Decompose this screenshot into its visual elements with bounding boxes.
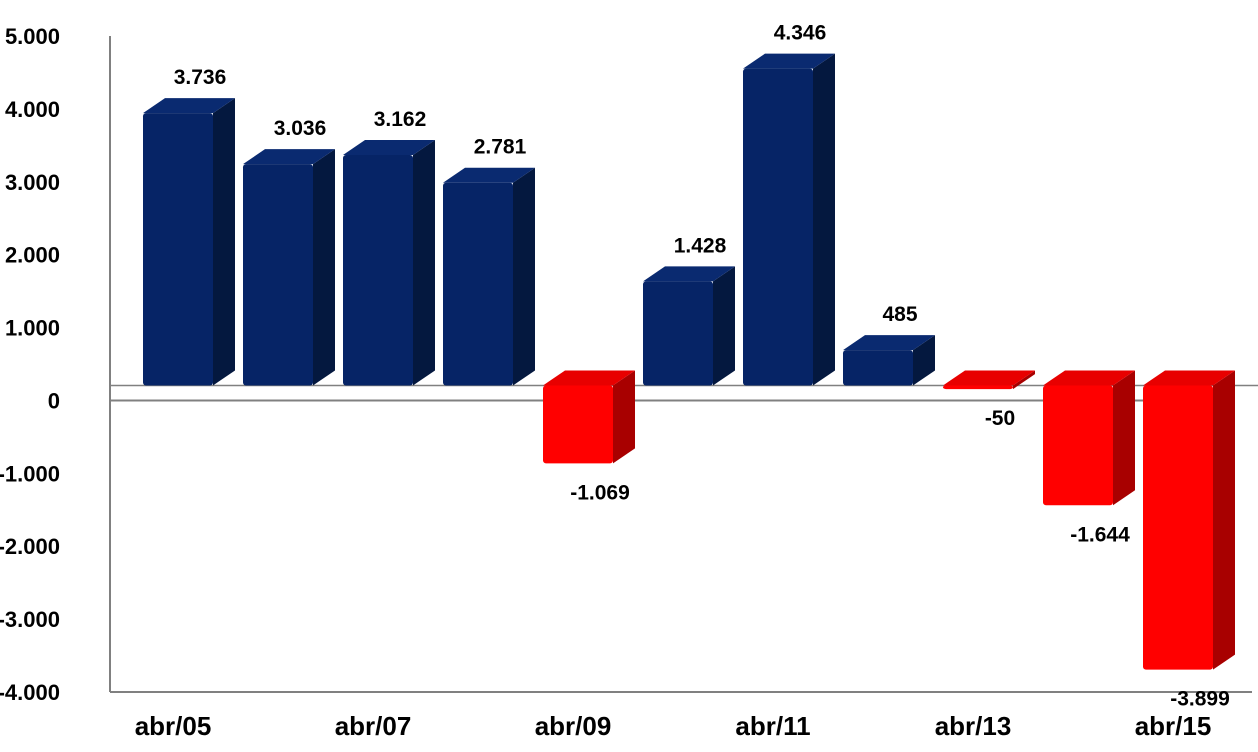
bar-side-face <box>1113 370 1135 506</box>
y-tick-label: 0 <box>48 388 60 413</box>
bar-front-face <box>443 182 513 386</box>
bar-value-label: 3.162 <box>374 108 427 131</box>
bar <box>143 98 235 386</box>
bar-side-face <box>713 266 735 386</box>
bar-front-face <box>243 164 313 386</box>
bar <box>243 149 335 386</box>
x-tick-label: abr/13 <box>935 711 1012 741</box>
bar-front-face <box>343 154 413 386</box>
bar-top-face <box>1143 370 1235 386</box>
bar-side-face <box>413 139 435 386</box>
bar-value-label: -50 <box>985 407 1015 430</box>
bar-value-label: 3.736 <box>174 66 227 89</box>
y-tick-label: -3.000 <box>0 607 60 632</box>
x-tick-label: abr/07 <box>335 711 412 741</box>
y-tick-label: 2.000 <box>5 243 60 268</box>
bar-front-face <box>143 113 213 386</box>
bar-top-face <box>843 335 935 351</box>
bar-side-face <box>313 149 335 386</box>
bar-value-label: 4.346 <box>774 22 827 45</box>
bar-value-label: 1.428 <box>674 234 727 257</box>
x-tick-label: abr/11 <box>735 711 810 741</box>
bar-value-label: -1.069 <box>570 481 630 504</box>
y-tick-label: 1.000 <box>5 316 60 341</box>
x-tick-label: abr/15 <box>1135 711 1212 741</box>
bar-front-face <box>643 281 713 386</box>
y-tick-label: -1.000 <box>0 461 60 486</box>
bar-top-face <box>543 370 635 386</box>
bar-side-face <box>613 370 635 464</box>
bar-top-face <box>943 370 1035 386</box>
bar-value-label: 3.036 <box>274 117 327 140</box>
bar <box>843 335 935 386</box>
bar-top-face <box>743 53 835 69</box>
bar <box>1043 370 1135 506</box>
bar-front-face <box>743 68 813 386</box>
y-tick-label: -4.000 <box>0 680 60 705</box>
y-tick-label: 4.000 <box>5 97 60 122</box>
bars-layer <box>143 53 1235 670</box>
bar-front-face <box>543 385 613 464</box>
bar-front-face <box>1043 385 1113 506</box>
bar <box>343 139 435 386</box>
bar-front-face <box>843 350 913 386</box>
bar <box>543 370 635 464</box>
bar <box>943 370 1035 390</box>
bar <box>1143 370 1235 670</box>
labels-layer: 5.000 4.000 3.000 2.000 1.000 0 -1.000 -2.000 -3… <box>0 22 1230 741</box>
y-tick-label: 3.000 <box>5 170 60 195</box>
bar-side-face <box>813 53 835 386</box>
bar <box>743 53 835 386</box>
bar <box>643 266 735 386</box>
bar-side-face <box>1013 370 1035 390</box>
bar-value-label: -3.899 <box>1170 688 1230 711</box>
bar-top-face <box>243 149 335 165</box>
bar-top-face <box>643 266 735 282</box>
bar-top-face <box>1043 370 1135 386</box>
bar-value-label: 485 <box>882 303 917 326</box>
bar-side-face <box>1213 370 1235 670</box>
y-tick-label: 5.000 <box>5 24 60 49</box>
bar-value-label: 2.781 <box>474 136 527 159</box>
x-tick-label: abr/09 <box>535 711 612 741</box>
bar-side-face <box>213 98 235 386</box>
bar <box>443 167 535 386</box>
bar-front-face <box>943 385 1013 390</box>
bar-top-face <box>443 167 535 183</box>
bar-side-face <box>513 167 535 386</box>
x-tick-label: abr/05 <box>135 711 212 741</box>
y-tick-label: -2.000 <box>0 534 60 559</box>
bar-side-face <box>913 335 935 386</box>
bar-value-label: -1.644 <box>1070 523 1130 546</box>
bar-top-face <box>343 139 435 155</box>
bar-top-face <box>143 98 235 114</box>
bar-front-face <box>1143 385 1213 670</box>
